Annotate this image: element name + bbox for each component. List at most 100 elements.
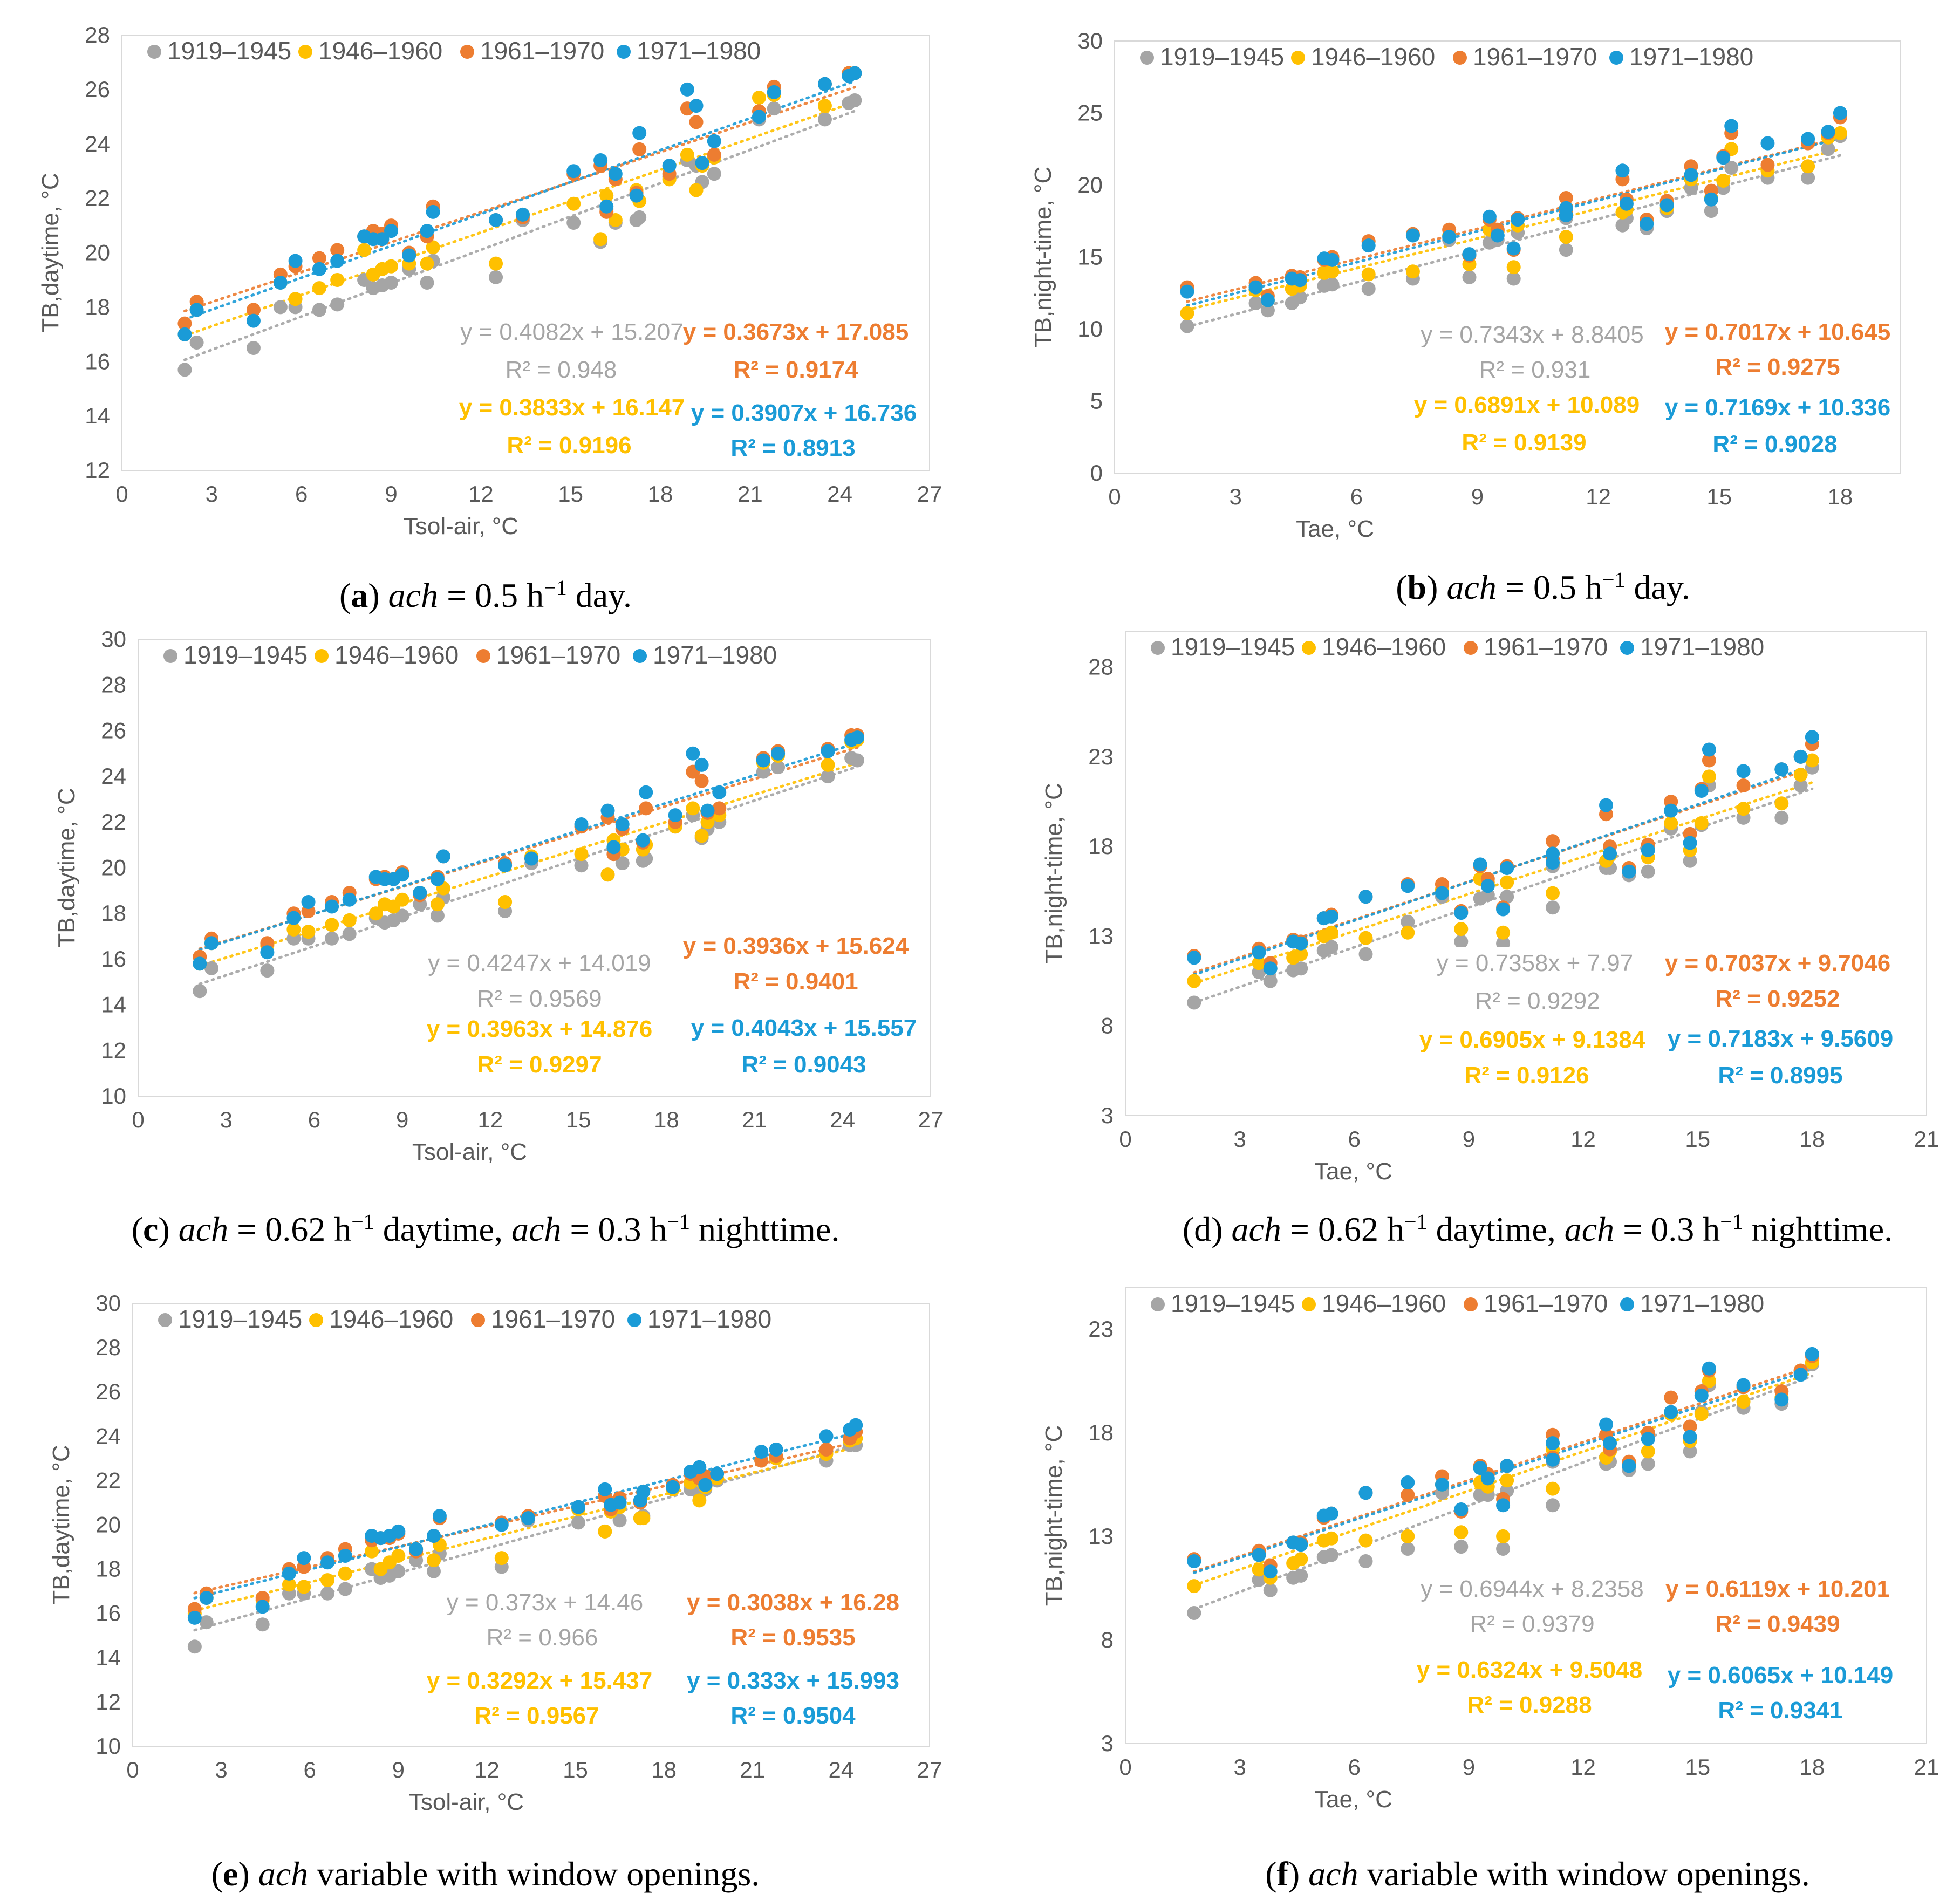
r-squared-label: R² = 0.931 — [1479, 357, 1591, 383]
data-point — [1500, 861, 1514, 876]
data-point — [694, 774, 709, 788]
data-point — [817, 99, 832, 113]
data-point — [1801, 170, 1815, 185]
data-point — [1774, 1392, 1789, 1407]
data-point — [1180, 306, 1194, 320]
legend-marker — [147, 45, 161, 59]
data-point — [1641, 864, 1655, 879]
data-point — [566, 216, 581, 230]
data-point — [1454, 1540, 1469, 1554]
data-point — [698, 1478, 713, 1492]
y-tick-label: 18 — [95, 1556, 121, 1582]
x-tick-label: 21 — [742, 1107, 767, 1132]
x-tick-label: 18 — [654, 1107, 679, 1132]
x-tick-label: 9 — [396, 1107, 408, 1132]
data-point — [342, 892, 357, 907]
data-point — [662, 159, 677, 173]
legend-marker — [1151, 1297, 1165, 1311]
data-point — [615, 817, 630, 832]
legend-marker — [633, 649, 647, 663]
data-point — [1793, 768, 1808, 782]
data-point — [1546, 834, 1560, 849]
chart-panel-c: 10 12 14 16 18 20 22 24 26 28 30 0 3 6 9 12 15 18 21 24 27 Ts… — [53, 626, 943, 1248]
plot-frame — [121, 35, 930, 471]
panel-caption: (e) ach variable with window openings. — [211, 1855, 760, 1893]
y-tick-label: 15 — [1077, 244, 1103, 270]
r-squared-label: R² = 0.9297 — [477, 1051, 602, 1078]
data-point — [420, 275, 434, 290]
data-point — [282, 1577, 296, 1592]
x-tick-label: 15 — [563, 1757, 588, 1782]
data-point — [821, 744, 835, 758]
x-tick-label: 15 — [566, 1107, 591, 1132]
data-point — [1294, 947, 1308, 961]
data-point — [636, 833, 650, 848]
data-point — [1694, 784, 1709, 798]
legend-marker — [1464, 641, 1478, 655]
x-tick-label: 6 — [1350, 484, 1363, 509]
equation-background — [1422, 947, 1648, 979]
trendline-equation: y = 0.6324x + 9.5048 — [1417, 1657, 1642, 1683]
data-point — [432, 1509, 447, 1523]
y-tick-label: 30 — [1077, 28, 1103, 53]
equation-background — [680, 1700, 906, 1731]
data-point — [395, 867, 409, 882]
data-point — [338, 1566, 352, 1581]
equation-background — [1667, 1060, 1894, 1091]
data-point — [1793, 749, 1808, 764]
data-point — [1358, 890, 1373, 904]
data-point — [850, 730, 864, 745]
y-tick-label: 20 — [85, 240, 110, 265]
y-tick-label: 13 — [1088, 1523, 1114, 1549]
data-point — [849, 1418, 863, 1432]
data-point — [312, 251, 326, 265]
data-point — [402, 248, 416, 263]
y-tick-label: 10 — [95, 1733, 121, 1759]
data-point — [707, 167, 721, 181]
equation-background — [459, 316, 685, 347]
data-point — [1683, 853, 1697, 868]
r-squared-label: R² = 0.9567 — [474, 1703, 599, 1729]
r-squared-label: R² = 0.8913 — [730, 435, 855, 461]
data-point — [1793, 1368, 1808, 1382]
x-tick-label: 15 — [1685, 1754, 1710, 1780]
data-point — [177, 316, 192, 331]
data-point — [1500, 1473, 1514, 1488]
data-point — [1805, 730, 1819, 744]
legend-marker — [1609, 51, 1623, 65]
data-point — [1358, 947, 1373, 961]
data-point — [817, 77, 832, 91]
data-point — [430, 897, 445, 912]
y-tick-label: 8 — [1101, 1627, 1114, 1652]
legend-marker — [460, 45, 474, 59]
equation-background — [1411, 427, 1637, 458]
x-tick-label: 12 — [478, 1107, 503, 1132]
x-tick-label: 21 — [737, 481, 763, 507]
data-point — [1401, 914, 1415, 929]
data-point — [692, 1460, 707, 1474]
equation-background — [1664, 392, 1891, 423]
y-tick-label: 26 — [101, 717, 126, 743]
data-point — [325, 899, 339, 914]
data-point — [426, 1564, 441, 1578]
equation-background — [1667, 1694, 1894, 1726]
data-point — [1187, 1554, 1201, 1568]
data-point — [767, 101, 781, 116]
y-tick-label: 20 — [95, 1512, 121, 1537]
legend-entry: 1919–1945 — [1171, 633, 1295, 661]
data-point — [629, 188, 644, 203]
equation-background — [459, 392, 685, 423]
y-tick-label: 24 — [101, 763, 126, 789]
data-point — [1401, 925, 1415, 940]
data-point — [599, 188, 614, 203]
data-point — [1603, 846, 1617, 861]
trendline-equation: y = 0.3038x + 16.28 — [687, 1589, 899, 1616]
data-point — [769, 1442, 783, 1457]
r-squared-label: R² = 0.9275 — [1715, 354, 1840, 380]
data-point — [817, 112, 832, 127]
data-point — [1506, 260, 1521, 275]
data-point — [692, 1493, 707, 1508]
legend-entry: 1919–1945 — [1171, 1289, 1295, 1317]
y-tick-label: 18 — [1088, 1420, 1114, 1445]
